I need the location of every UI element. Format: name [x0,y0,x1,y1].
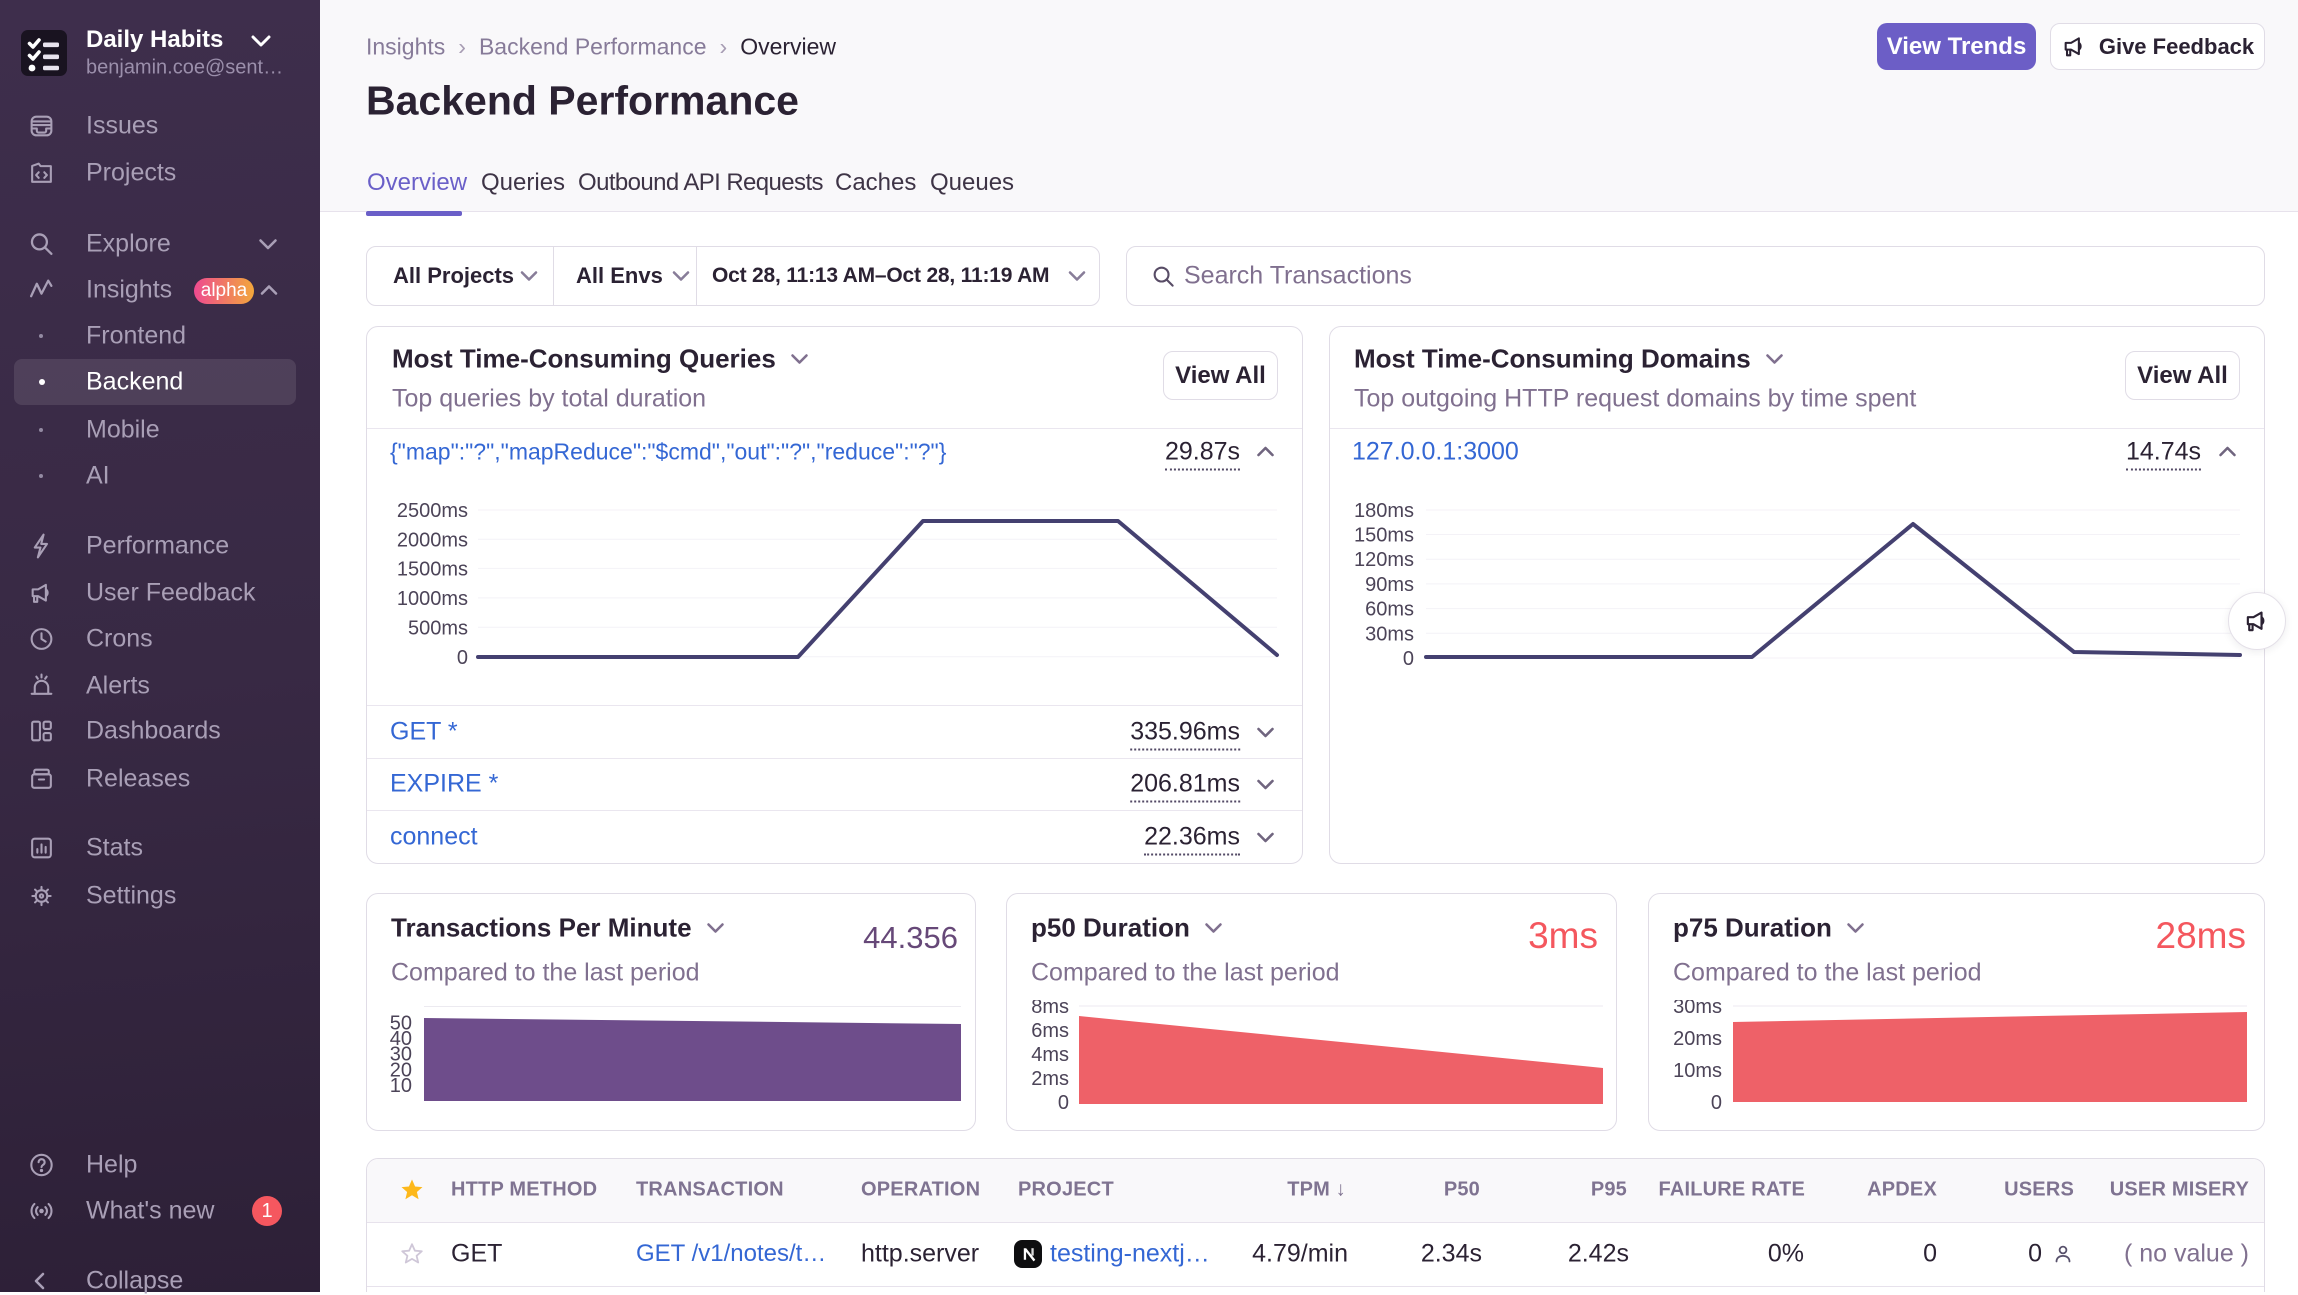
svg-text:1000ms: 1000ms [397,588,468,610]
svg-text:4ms: 4ms [1031,1044,1069,1066]
svg-text:150ms: 150ms [1354,525,1414,547]
svg-text:50: 50 [390,1013,412,1035]
svg-text:6ms: 6ms [1031,1020,1069,1042]
svg-text:90ms: 90ms [1365,574,1414,596]
svg-text:8ms: 8ms [1031,1000,1069,1018]
svg-text:2000ms: 2000ms [397,529,468,551]
svg-text:10ms: 10ms [1673,1060,1722,1082]
svg-text:30ms: 30ms [1673,1000,1722,1018]
svg-text:500ms: 500ms [408,617,468,639]
svg-text:10: 10 [390,1075,412,1097]
svg-text:30ms: 30ms [1365,623,1414,645]
svg-text:60ms: 60ms [1365,599,1414,621]
svg-text:0: 0 [1058,1092,1069,1110]
svg-text:120ms: 120ms [1354,549,1414,571]
svg-text:0: 0 [457,647,468,669]
svg-text:20ms: 20ms [1673,1028,1722,1050]
svg-text:40: 40 [390,1028,412,1050]
svg-text:0: 0 [1403,648,1414,670]
svg-text:2500ms: 2500ms [397,500,468,522]
svg-text:30: 30 [390,1044,412,1066]
svg-text:2ms: 2ms [1031,1068,1069,1090]
svg-text:20: 20 [390,1060,412,1082]
svg-text:0: 0 [1711,1092,1722,1110]
svg-text:1500ms: 1500ms [397,558,468,580]
svg-text:180ms: 180ms [1354,500,1414,522]
